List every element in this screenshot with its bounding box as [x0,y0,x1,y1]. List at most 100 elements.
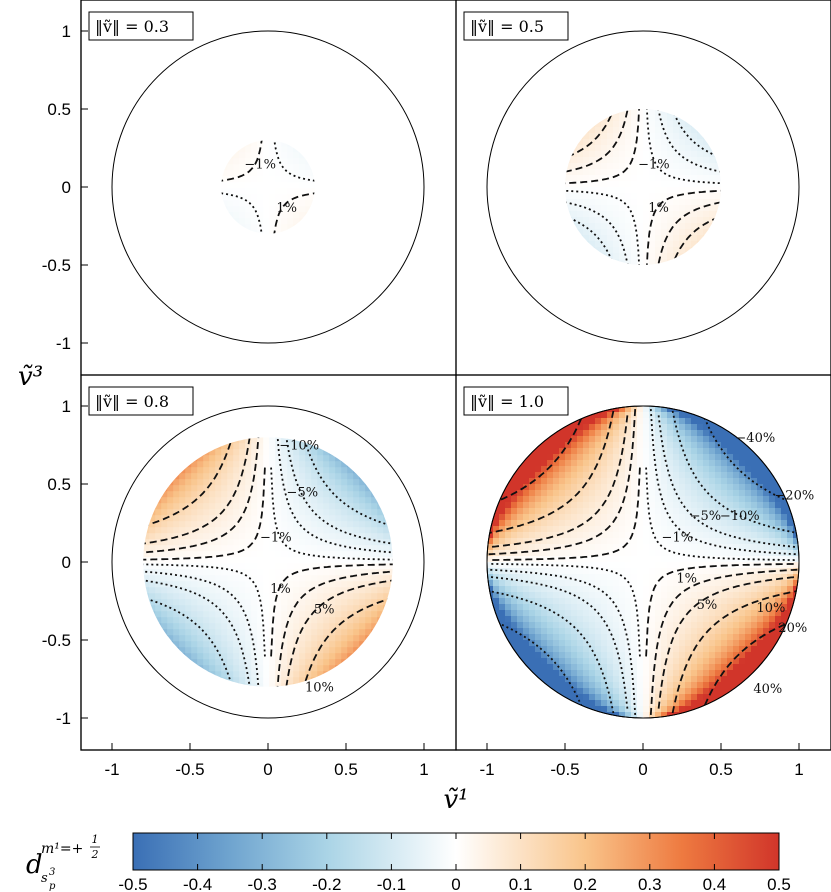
heatmap-cell [709,478,716,485]
heatmap-cell [691,520,698,527]
heatmap-cell [637,688,644,695]
heatmap-cell [215,467,222,474]
heatmap-cell [673,169,680,176]
heatmap-cell [727,592,734,599]
heatmap-cell [311,455,318,462]
heatmap-cell [709,169,716,176]
heatmap-cell [703,247,710,254]
heatmap-cell [535,448,542,455]
heatmap-cell [359,485,366,492]
heatmap-cell [619,514,626,521]
heatmap-cell [493,532,500,539]
heatmap-cell [149,497,156,504]
heatmap-cell [703,175,710,182]
heatmap-cell [697,508,704,515]
heatmap-cell [263,176,270,183]
heatmap-cell [709,484,716,491]
heatmap-cell [709,133,716,140]
heatmap-cell [335,587,342,594]
heatmap-cell [655,133,662,140]
heatmap-cell [275,497,282,504]
heatmap-cell [667,127,674,134]
heatmap-cell [673,121,680,128]
heatmap-cell [197,443,204,450]
heatmap-cell [673,235,680,242]
heatmap-cell [571,175,578,182]
heatmap-cell [583,586,590,593]
heatmap-cell [155,641,162,648]
heatmap-cell [565,193,572,200]
heatmap-cell [209,557,216,564]
heatmap-cell [673,676,680,683]
heatmap-cell [529,670,536,677]
heatmap-cell [559,688,566,695]
heatmap-cell [697,670,704,677]
heatmap-cell [727,562,734,569]
heatmap-cell [571,109,578,116]
heatmap-cell [341,623,348,630]
heatmap-cell [209,485,216,492]
heatmap-cell [607,604,614,611]
heatmap-cell [553,520,560,527]
heatmap-cell [709,229,716,236]
heatmap-cell [293,449,300,456]
heatmap-cell [607,157,614,164]
heatmap-cell [673,412,680,419]
heatmap-cell [619,424,626,431]
heatmap-cell [643,259,650,265]
heatmap-cell [371,575,378,582]
heatmap-cell [631,139,638,146]
heatmap-cell [233,230,240,234]
heatmap-cell [185,467,192,474]
heatmap-cell [251,557,258,564]
heatmap-cell [227,647,234,654]
heatmap-cell [209,545,216,552]
heatmap-cell [625,688,632,695]
heatmap-cell [197,509,204,516]
heatmap-cell [299,647,306,654]
heatmap-cell [143,443,150,450]
heatmap-cell [565,574,572,581]
heatmap-cell [257,449,264,456]
heatmap-cell [595,538,602,545]
heatmap-cell [607,436,614,443]
heatmap-cell [257,665,264,672]
heatmap-cell [263,182,270,189]
heatmap-cell [149,545,156,552]
heatmap-cell [577,115,584,122]
heatmap-cell [577,658,584,665]
heatmap-cell [619,640,626,647]
heatmap-cell [511,514,518,521]
heatmap-cell [191,617,198,624]
heatmap-cell [589,664,596,671]
heatmap-cell [661,466,668,473]
heatmap-cell [517,580,524,587]
heatmap-cell [583,676,590,683]
heatmap-cell [155,503,162,510]
heatmap-cell [167,527,174,534]
heatmap-cell [257,455,264,462]
heatmap-cell [649,406,656,413]
heatmap-cell [661,430,668,437]
heatmap-cell [389,575,393,582]
heatmap-cell [149,599,156,606]
heatmap-cell [715,478,722,485]
heatmap-cell [739,412,746,419]
heatmap-cell [275,575,282,582]
heatmap-cell [595,556,602,563]
heatmap-cell [389,605,393,612]
heatmap-cell [733,628,740,635]
heatmap-cell [341,461,348,468]
heatmap-cell [227,455,234,462]
heatmap-cell [275,158,282,165]
heatmap-cell [631,628,638,635]
heatmap-cell [251,659,258,666]
heatmap-cell [233,605,240,612]
heatmap-cell [149,641,156,648]
heatmap-cell [529,532,536,539]
heatmap-cell [571,211,578,218]
heatmap-cell [691,175,698,182]
heatmap-cell [631,574,638,581]
heatmap-cell [649,412,656,419]
heatmap-cell [377,437,384,444]
